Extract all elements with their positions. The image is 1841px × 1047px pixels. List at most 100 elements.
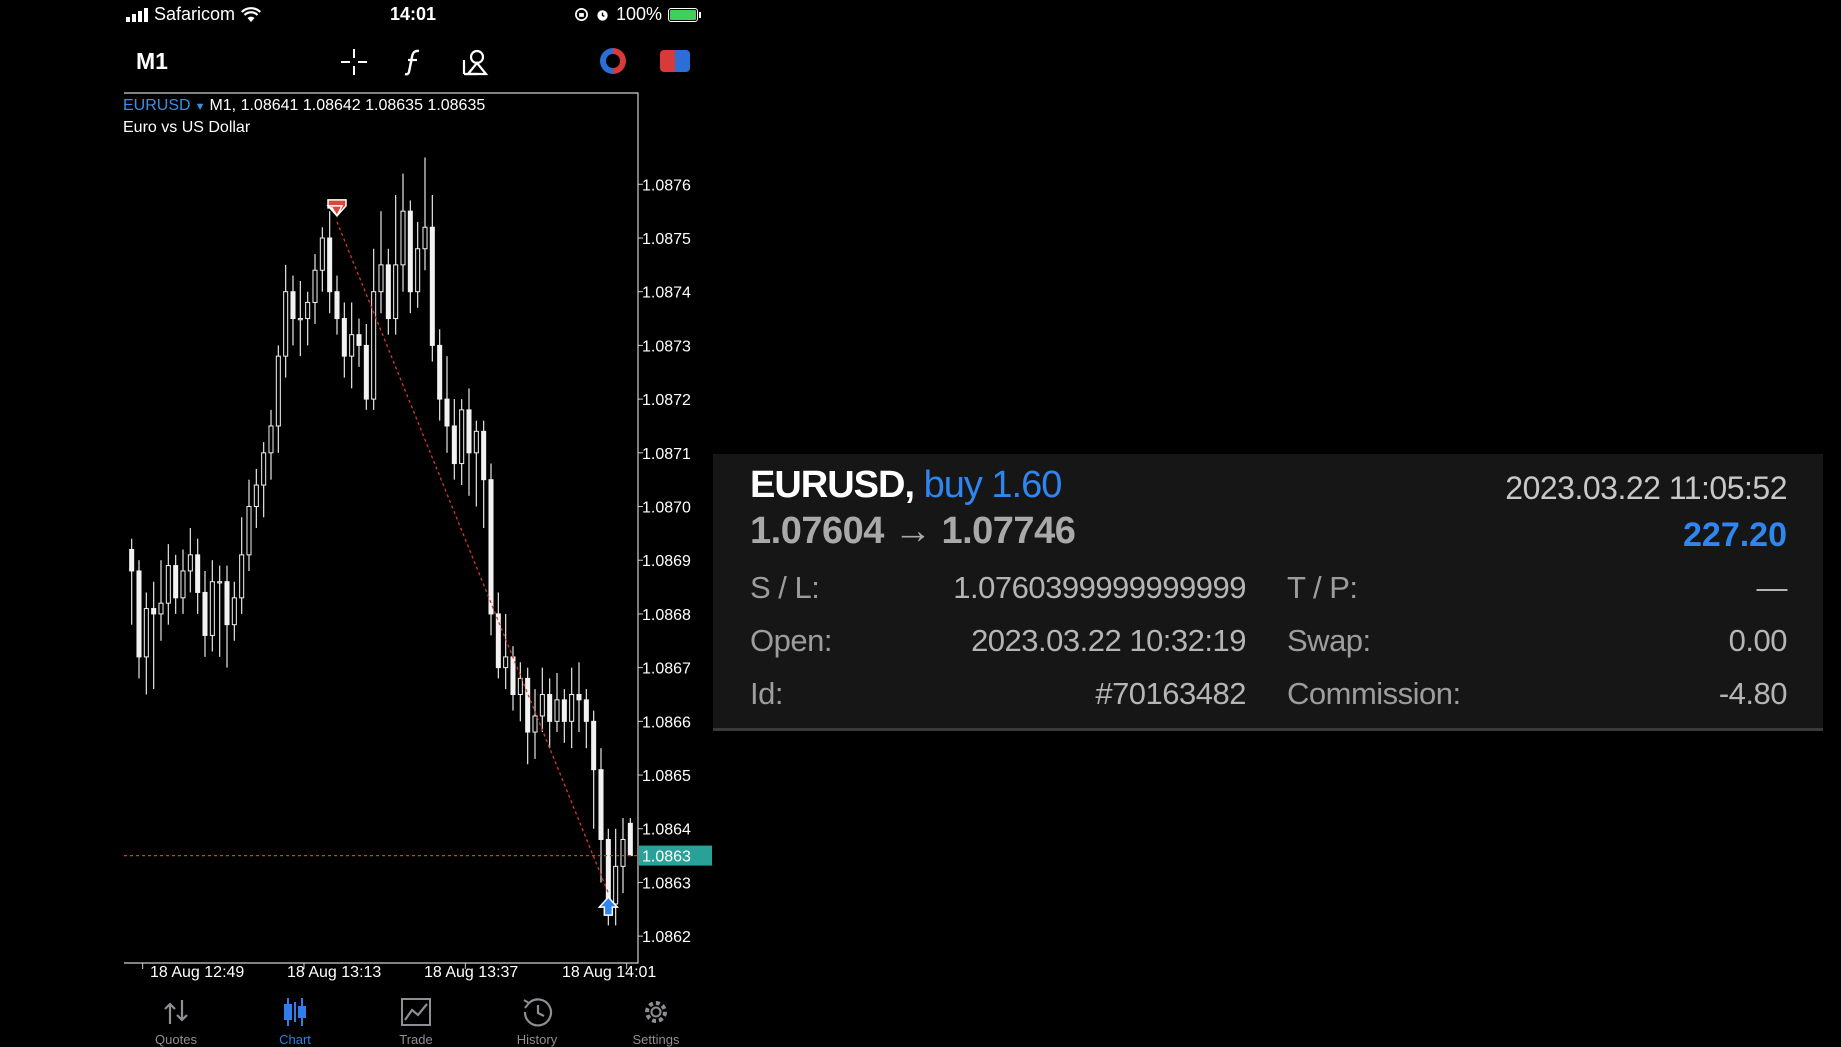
tab-quotes[interactable]: Quotes xyxy=(126,996,226,1047)
tab-label: Trade xyxy=(399,1032,433,1047)
chart-symbol-description: Euro vs US Dollar xyxy=(123,119,251,136)
candle-body xyxy=(268,425,274,454)
trade-icon[interactable] xyxy=(660,50,690,72)
symbol-dropdown-icon[interactable]: ▼ xyxy=(194,101,206,113)
tab-history[interactable]: History xyxy=(487,996,587,1047)
orientation-lock-icon xyxy=(575,8,588,21)
time-tick: 18 Aug 13:37 xyxy=(424,964,519,981)
candle-body xyxy=(429,226,435,346)
swap-value: 0.00 xyxy=(1728,623,1788,658)
sell-arrow-icon xyxy=(326,199,347,218)
candle-body xyxy=(246,506,252,556)
time-tick: 18 Aug 13:13 xyxy=(287,964,382,981)
objects-icon[interactable] xyxy=(456,44,492,80)
commission-value: -4.80 xyxy=(1718,676,1788,711)
candle-body xyxy=(202,591,208,636)
candle-body xyxy=(165,565,171,604)
history-icon xyxy=(523,998,553,1027)
candle-body xyxy=(224,581,230,626)
price-tick-label: 1.0875 xyxy=(642,231,691,248)
candle-body xyxy=(187,554,193,572)
tab-label: Quotes xyxy=(155,1032,197,1047)
crosshair-icon[interactable] xyxy=(336,44,372,80)
commission-label: Commission: xyxy=(1287,676,1461,711)
timeframe-button[interactable]: M1 xyxy=(136,48,168,74)
candle-body xyxy=(627,822,633,857)
one-click-trading-icon[interactable] xyxy=(600,48,626,74)
candle-body xyxy=(517,677,523,695)
trade-details-panel[interactable]: EURUSD, buy 1.60 2023.03.22 11:05:52 1.0… xyxy=(713,454,1823,731)
tp-value: — xyxy=(1756,570,1788,605)
chart-symbol[interactable]: EURUSD xyxy=(123,97,191,114)
candle-body xyxy=(312,269,318,303)
candle-body xyxy=(151,608,157,615)
price-tick-label: 1.0867 xyxy=(642,661,691,678)
tab-chart[interactable]: Chart xyxy=(245,996,345,1047)
tab-trade[interactable]: Trade xyxy=(366,996,466,1047)
candle-body xyxy=(488,479,494,615)
candle-body xyxy=(569,693,575,722)
candle-body xyxy=(217,581,223,584)
candle-body xyxy=(591,720,597,771)
candle-body xyxy=(554,699,560,722)
chart-frame xyxy=(124,92,639,964)
id-value: #70163482 xyxy=(1095,676,1246,711)
tab-label: Chart xyxy=(279,1032,311,1047)
trade-tab-icon xyxy=(401,998,431,1026)
tab-label: Settings xyxy=(632,1032,680,1047)
candle-body xyxy=(495,613,501,669)
swap-label: Swap: xyxy=(1287,623,1371,658)
status-left: Safaricom xyxy=(126,4,262,25)
signal-icon xyxy=(126,7,148,22)
chart-quote-header: EURUSD ▼ M1, 1.08641 1.08642 1.08635 1.086… xyxy=(123,97,485,115)
candle-body xyxy=(605,838,611,905)
battery-icon xyxy=(668,7,702,22)
candle-body xyxy=(305,301,311,320)
candle-body xyxy=(334,291,340,320)
candle-body xyxy=(290,291,296,320)
price-tick-label: 1.0864 xyxy=(642,822,691,839)
candle-body xyxy=(620,838,626,867)
candlestick-chart[interactable]: 1.0876 1.0875 1.0874 1.0873 1.0872 1.0871 1.08… xyxy=(0,90,712,990)
candle-body xyxy=(253,484,259,508)
candle-body xyxy=(407,210,413,293)
chart-area[interactable]: 1.0876 1.0875 1.0874 1.0873 1.0872 1.0871 1.08… xyxy=(0,90,712,990)
candle-body xyxy=(539,693,545,717)
tab-settings[interactable]: Settings xyxy=(606,996,706,1047)
chart-toolbar: M1 xyxy=(0,40,712,80)
trade-title: EURUSD, buy 1.60 xyxy=(750,464,1063,507)
candle-body xyxy=(437,344,443,400)
trade-prices: 1.07604 → 1.07746 xyxy=(750,510,1076,552)
candle-body xyxy=(378,264,384,293)
candle-body xyxy=(261,452,267,486)
current-price-label: 1.0863 xyxy=(642,849,691,866)
candle-body xyxy=(400,210,406,266)
candle-body xyxy=(451,425,457,465)
candle-body xyxy=(158,602,164,615)
trade-side-volume: buy 1.60 xyxy=(923,464,1063,506)
candle-body xyxy=(503,656,509,669)
price-tick-label: 1.0862 xyxy=(642,929,691,946)
candle-body xyxy=(473,430,479,454)
sl-label: S / L: xyxy=(750,570,820,605)
price-tick-label: 1.0872 xyxy=(642,392,691,409)
price-tick-label: 1.0870 xyxy=(642,500,691,517)
candle-body xyxy=(136,570,142,658)
settings-icon xyxy=(645,1001,667,1023)
candle-body xyxy=(525,677,531,733)
wifi-icon xyxy=(241,6,262,22)
function-icon[interactable] xyxy=(396,44,432,80)
candle-body xyxy=(598,769,604,840)
price-tick-label: 1.0869 xyxy=(642,553,691,570)
battery-percent: 100% xyxy=(616,4,663,24)
candle-body xyxy=(393,264,399,320)
sl-value: 1.0760399999999999 xyxy=(953,570,1246,605)
candle-body xyxy=(532,715,538,733)
candle-body xyxy=(129,548,135,572)
status-right: 100% xyxy=(574,4,702,25)
candle-body xyxy=(356,334,362,346)
buy-arrow-icon xyxy=(597,896,620,916)
time-tick: 18 Aug 12:49 xyxy=(150,964,245,981)
trade-profit: 227.20 xyxy=(1683,516,1787,554)
candle-body xyxy=(459,409,465,465)
